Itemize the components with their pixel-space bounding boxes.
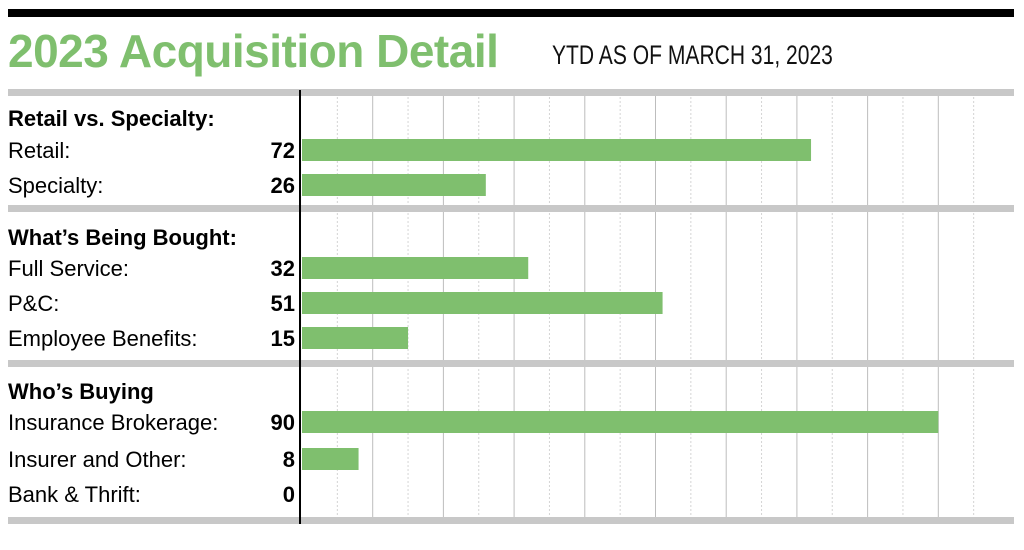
bar [302, 292, 663, 314]
top-rule [8, 9, 1014, 17]
value-label: 32 [271, 256, 295, 281]
value-label: 26 [271, 173, 295, 198]
category-label: Insurance Brokerage: [8, 410, 218, 435]
category-label: Retail: [8, 138, 70, 163]
category-label: Specialty: [8, 173, 103, 198]
bar [302, 448, 359, 470]
chart-subtitle: YTD AS OF MARCH 31, 2023 [552, 40, 833, 70]
value-label: 8 [283, 447, 295, 472]
value-label: 72 [271, 138, 295, 163]
group-header: Who’s Buying [8, 379, 154, 404]
value-label: 0 [283, 482, 295, 507]
chart-title: 2023 Acquisition Detail [8, 25, 499, 77]
group-separator [8, 360, 1014, 367]
group-separator [8, 89, 1014, 96]
category-label: Bank & Thrift: [8, 482, 141, 507]
bar [302, 327, 409, 349]
bar [302, 139, 812, 161]
category-label: Employee Benefits: [8, 326, 198, 351]
category-label: P&C: [8, 291, 59, 316]
value-label: 51 [271, 291, 295, 316]
group-header: Retail vs. Specialty: [8, 106, 215, 131]
value-label: 15 [271, 326, 295, 351]
bar [302, 257, 529, 279]
group-header: What’s Being Bought: [8, 225, 237, 250]
value-label: 90 [271, 410, 295, 435]
category-label: Insurer and Other: [8, 447, 187, 472]
group-separator [8, 205, 1014, 212]
group-separator [8, 517, 1014, 524]
bar [302, 411, 939, 433]
bar [302, 174, 486, 196]
category-label: Full Service: [8, 256, 129, 281]
